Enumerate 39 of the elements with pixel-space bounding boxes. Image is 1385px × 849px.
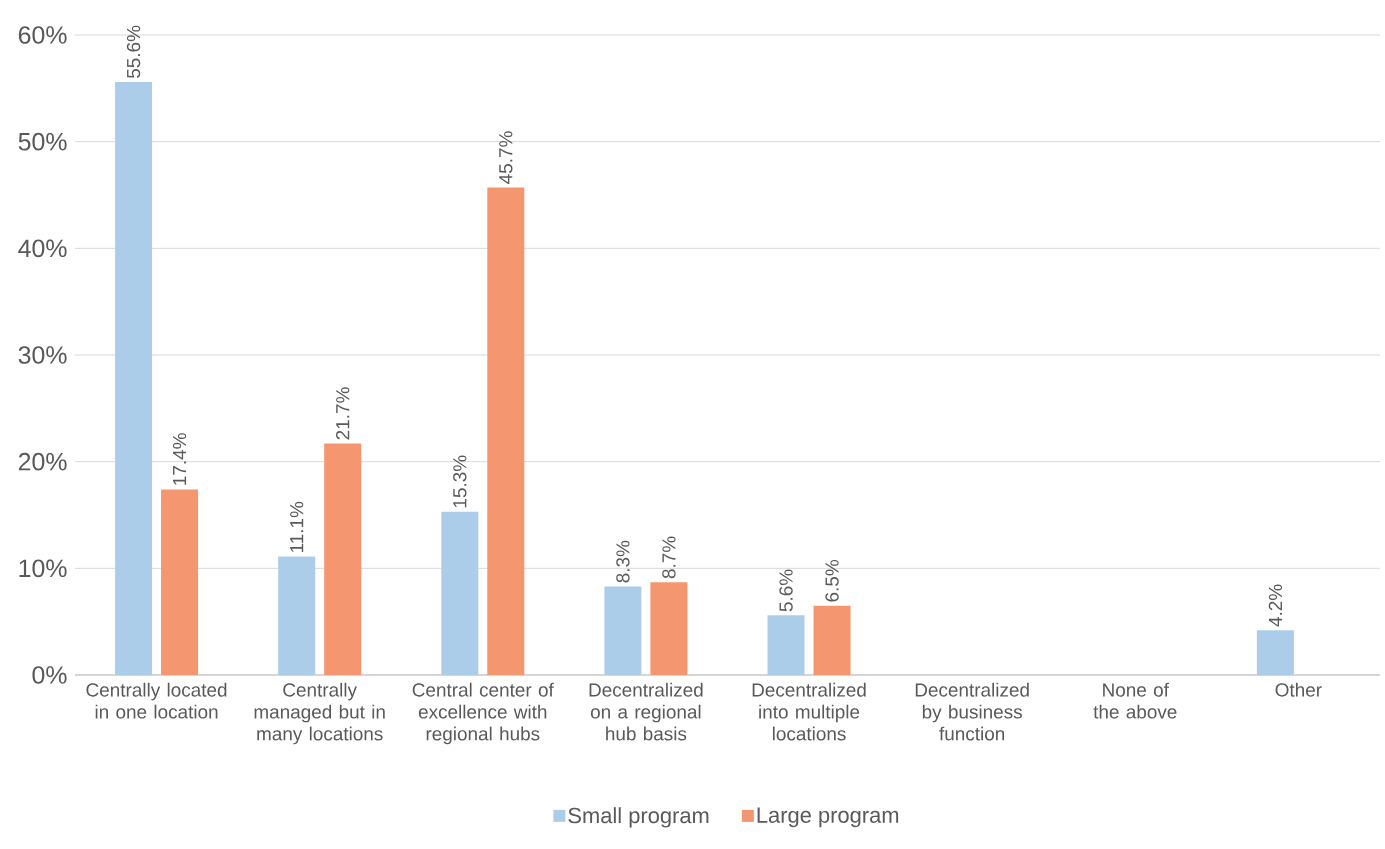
y-tick-label: 30% [18,346,67,364]
y-tick-label: 40% [18,239,67,258]
legend-label: Small program [568,807,709,828]
y-tick-label: 20% [18,452,67,471]
x-tick-label: Central center of excellence with regional hubs [412,682,554,745]
bar [650,582,688,675]
x-tick-label: Decentralized into multiple locations [752,682,866,741]
bar [441,511,479,675]
bar [278,556,316,675]
data-label: 8.7% [662,536,676,579]
data-label: 45.7% [499,131,513,184]
data-label: 11.1% [290,501,304,552]
bar [487,187,525,675]
bar [1256,630,1294,675]
legend-label: Large program [757,807,899,828]
x-tick-label: Decentralized on a regional hub basis [589,682,703,741]
y-tick-label: 60% [18,26,67,44]
data-label: 8.3% [616,540,630,583]
bar [813,605,851,675]
data-label: 55.6% [126,25,141,78]
data-label: 5.6% [779,569,793,612]
data-label: 6.5% [825,560,839,602]
x-tick-label: Other [1275,682,1322,697]
x-tick-label: None of the above [1093,682,1177,719]
y-tick-label: 50% [18,132,67,151]
x-tick-label: Centrally located in one location [86,682,227,719]
y-tick-label: 10% [19,559,67,578]
bar [767,615,805,675]
x-tick-label: Centrally managed but in many locations [254,682,385,745]
bar [324,443,362,675]
bar [604,586,642,675]
data-label: 15.3% [453,455,467,508]
data-label: 4.2% [1268,584,1283,627]
bar [161,489,199,675]
data-label: 21.7% [336,387,350,440]
x-tick-label: Decentralized by business function [915,682,1029,741]
data-label: 17.4% [172,433,187,485]
bar [115,81,153,675]
y-tick-label: 0% [32,666,67,684]
